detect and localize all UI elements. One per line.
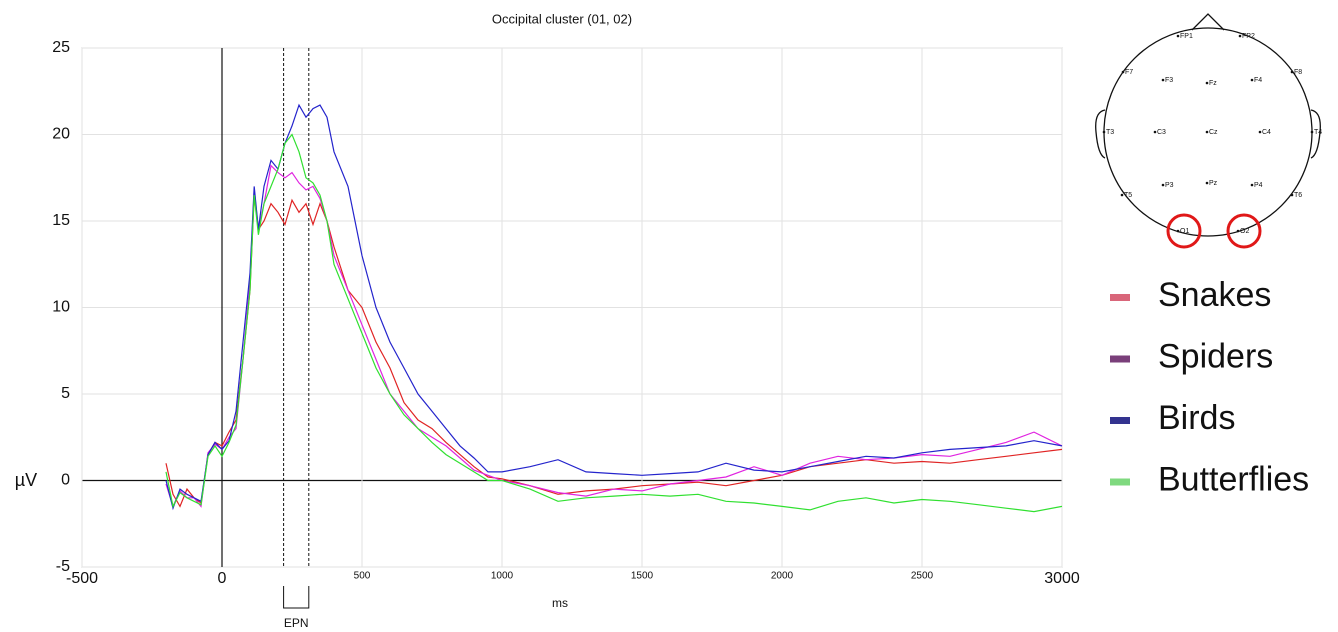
electrode-label: P4 xyxy=(1254,182,1263,189)
electrode xyxy=(1258,130,1262,134)
y-tick-label: 10 xyxy=(52,299,70,316)
electrode-highlight xyxy=(1166,213,1202,249)
electrode-label: O2 xyxy=(1240,228,1249,235)
electrode xyxy=(1205,81,1209,85)
electrode xyxy=(1310,130,1314,134)
epn-label: EPN xyxy=(284,616,309,630)
x-tick-label: 3000 xyxy=(1044,570,1080,587)
electrode xyxy=(1205,130,1209,134)
electrode xyxy=(1176,34,1180,38)
electrode-label: T4 xyxy=(1314,129,1322,136)
electrode-label: F8 xyxy=(1294,69,1302,76)
y-tick-label: 5 xyxy=(61,385,70,402)
x-tick-label: 500 xyxy=(354,571,371,582)
epn-bracket xyxy=(283,586,310,609)
y-tick-label: 25 xyxy=(52,39,70,56)
electrode-label: T3 xyxy=(1106,129,1114,136)
electrode xyxy=(1250,183,1254,187)
electrode-label: Fz xyxy=(1209,80,1217,87)
x-tick-label: 2000 xyxy=(771,571,794,582)
electrode-label: F3 xyxy=(1165,77,1173,84)
electrode xyxy=(1236,229,1240,233)
electrode xyxy=(1238,34,1242,38)
series-line xyxy=(165,133,1063,513)
electrode xyxy=(1121,70,1125,74)
electrode xyxy=(1161,78,1165,82)
electrode-label: F4 xyxy=(1254,77,1262,84)
legend-swatch xyxy=(1110,478,1130,486)
series-line xyxy=(165,195,1063,508)
electrode xyxy=(1205,181,1209,185)
electrode xyxy=(1176,229,1180,233)
y-tick-label: 15 xyxy=(52,212,70,229)
electrode-label: P3 xyxy=(1165,182,1174,189)
electrode-highlight xyxy=(1226,213,1262,249)
x-tick-label: 0 xyxy=(218,570,227,587)
y-axis-label: µV xyxy=(15,470,37,490)
legend-label: Butterflies xyxy=(1158,460,1309,498)
electrode-label: C3 xyxy=(1157,129,1166,136)
y-tick-label: 0 xyxy=(61,472,70,489)
electrode xyxy=(1102,130,1106,134)
electrode xyxy=(1120,193,1124,197)
electrode-label: O1 xyxy=(1180,228,1189,235)
electrode-label: FP2 xyxy=(1242,33,1255,40)
electrode-label: T5 xyxy=(1124,192,1132,199)
electrode xyxy=(1250,78,1254,82)
x-tick-label: 2500 xyxy=(911,571,934,582)
legend-label: Snakes xyxy=(1158,276,1271,314)
series-line xyxy=(165,103,1063,511)
electrode xyxy=(1290,193,1294,197)
x-axis-label: ms xyxy=(552,596,568,610)
legend-label: Birds xyxy=(1158,399,1235,437)
legend-swatch xyxy=(1110,355,1130,363)
electrode xyxy=(1290,70,1294,74)
electrode xyxy=(1153,130,1157,134)
legend-swatch xyxy=(1110,417,1130,424)
electrode-label: Cz xyxy=(1209,129,1218,136)
electrode xyxy=(1161,183,1165,187)
y-tick-label: -5 xyxy=(56,558,70,575)
legend-swatch xyxy=(1110,294,1130,301)
legend-label: Spiders xyxy=(1158,337,1273,375)
electrode-label: FP1 xyxy=(1180,33,1193,40)
y-tick-label: 20 xyxy=(52,126,70,143)
electrode-label: C4 xyxy=(1262,129,1271,136)
head-outline xyxy=(1095,13,1321,237)
electrode-label: Pz xyxy=(1209,180,1218,187)
electrode-label: T6 xyxy=(1294,192,1302,199)
chart-title: Occipital cluster (01, 02) xyxy=(492,11,632,26)
series-line xyxy=(165,164,1063,509)
electrode-label: F7 xyxy=(1125,69,1133,76)
x-tick-label: -500 xyxy=(66,570,98,587)
x-tick-label: 1500 xyxy=(631,571,654,582)
x-tick-label: 1000 xyxy=(491,571,514,582)
